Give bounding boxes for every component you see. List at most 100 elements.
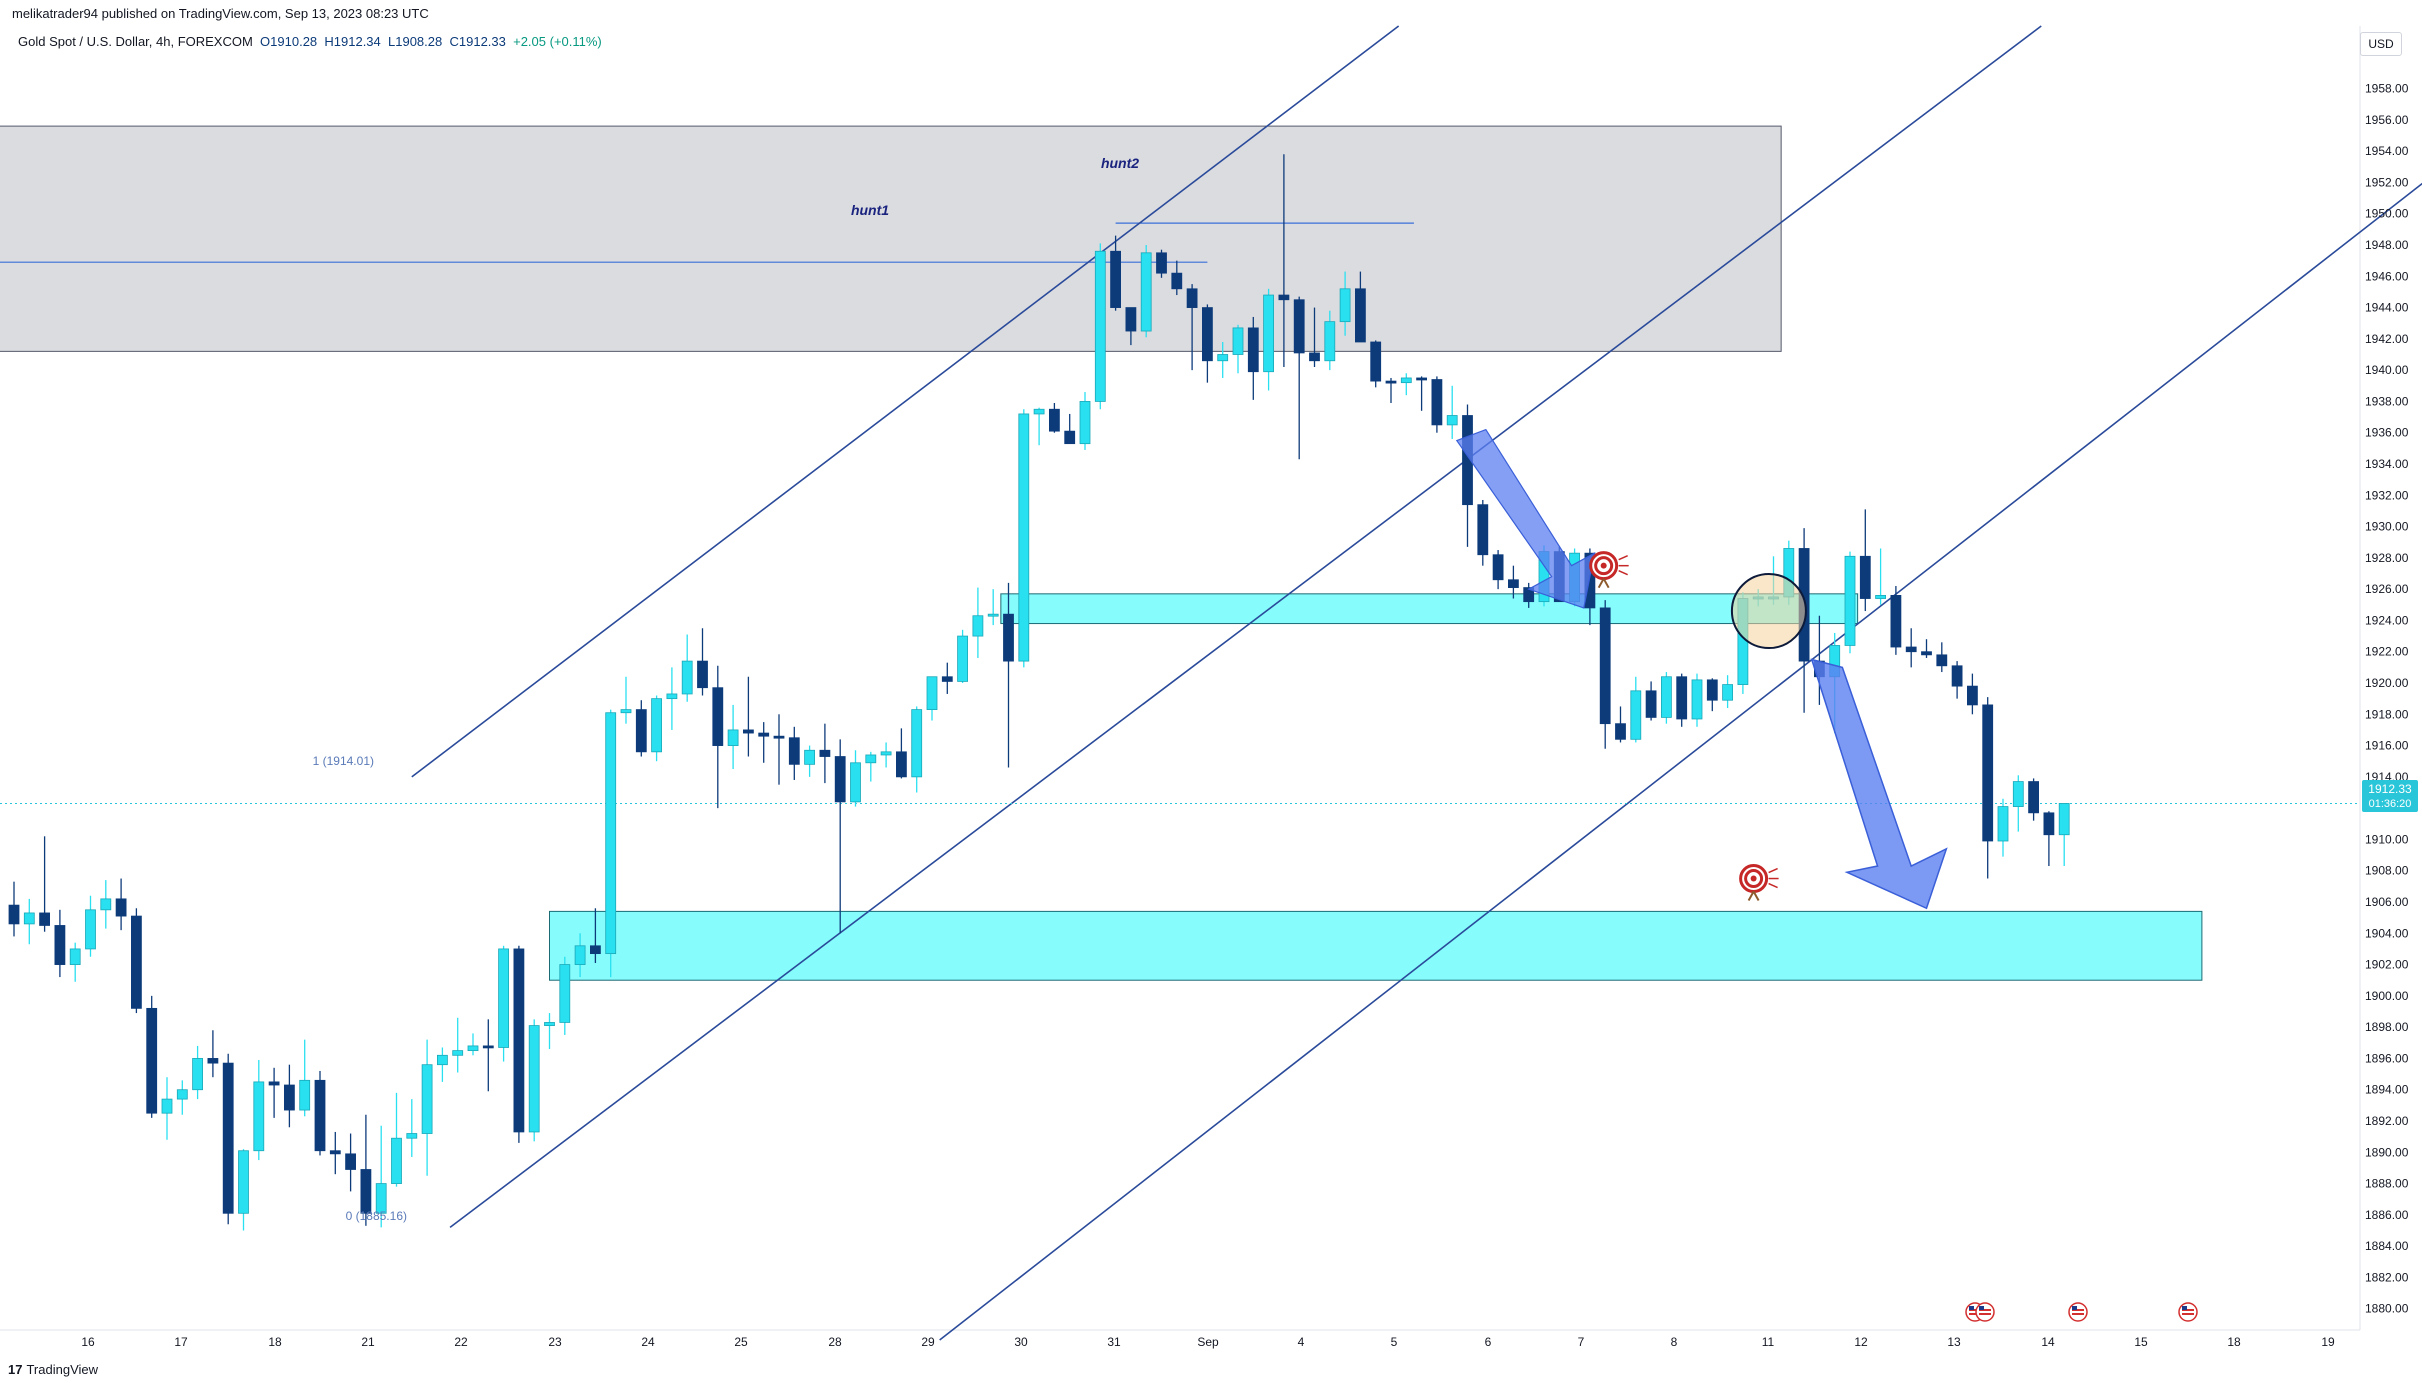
bar-countdown: 01:36:20 <box>2369 798 2412 810</box>
candle-body <box>697 660 708 689</box>
time-tick-label: 17 <box>174 1335 188 1349</box>
candle-body <box>421 1064 433 1134</box>
publish-bar: melikatrader94 published on TradingView.… <box>0 0 2422 26</box>
target-spark <box>1618 554 1628 561</box>
candle-body <box>1615 723 1626 740</box>
us-flag-icon[interactable] <box>1975 1302 1995 1322</box>
candle <box>1921 639 1932 658</box>
price-tick-label: 1894.00 <box>2365 1083 2409 1097</box>
candle-body <box>1859 555 1871 599</box>
candle <box>1706 678 1718 712</box>
hunt1-label: hunt1 <box>851 202 889 218</box>
candle-body <box>115 898 127 917</box>
candle-body <box>620 709 632 714</box>
us-flag-icon[interactable] <box>2178 1302 2198 1322</box>
candle <box>743 676 754 757</box>
candle-body <box>1385 380 1397 384</box>
economic-events[interactable] <box>1965 1302 2198 1322</box>
time-axis[interactable]: 16 17 18 21 22 23 24 25 28 29 30 31 Sep 4 5 6 7 8 11 12 13 14… <box>81 1335 2335 1349</box>
candle <box>574 933 586 978</box>
time-tick-label: 14 <box>2041 1335 2055 1349</box>
candle-body <box>482 1045 494 1049</box>
price-axis[interactable]: 1958.00 1956.00 1954.00 1952.00 1950.00 1948.… <box>2365 82 2409 1316</box>
candle <box>161 1077 173 1140</box>
price-tick-label: 1908.00 <box>2365 864 2409 878</box>
upper-channel <box>411 25 1400 778</box>
candle <box>1355 271 1366 343</box>
candle-body <box>1936 654 1948 667</box>
candle-body <box>2058 803 2070 836</box>
candle-body <box>1844 555 1856 646</box>
candle-body <box>1110 250 1121 308</box>
candle-body <box>8 904 20 925</box>
candle <box>2043 811 2055 867</box>
candle <box>1079 392 1091 450</box>
candle-body <box>1094 250 1106 402</box>
symbol-name[interactable]: Gold Spot / U.S. Dollar, 4h, FOREXCOM <box>18 34 253 49</box>
price-tick-label: 1892.00 <box>2365 1114 2409 1128</box>
candle <box>85 895 96 957</box>
candle-body <box>1232 327 1244 355</box>
candle <box>222 1053 234 1225</box>
candle <box>314 1070 326 1156</box>
target-leg <box>1597 578 1605 589</box>
candle-body <box>1217 354 1229 362</box>
time-tick-label: 28 <box>828 1335 842 1349</box>
candle-body <box>1722 684 1733 701</box>
candle <box>1339 271 1351 336</box>
price-tick-label: 1950.00 <box>2365 207 2409 221</box>
annotations-layer <box>1455 428 1948 910</box>
candle-body <box>666 693 678 700</box>
candle-body <box>513 948 525 1133</box>
candle-body <box>1676 676 1688 720</box>
candle-body <box>391 1137 402 1184</box>
tradingview-logo-mark: 17 <box>8 1362 23 1377</box>
candle <box>2012 775 2024 832</box>
tradingview-logo[interactable]: 17 TradingView <box>8 1362 98 1377</box>
candle-body <box>1049 408 1060 432</box>
target-center <box>1600 562 1607 569</box>
candle <box>1905 628 1917 668</box>
candle-body <box>1523 587 1535 603</box>
candle <box>1064 413 1076 445</box>
candle-body <box>360 1169 372 1214</box>
candle-body <box>1890 595 1902 648</box>
down-arrow-large <box>1810 658 1948 910</box>
candle-body <box>574 945 586 965</box>
candle <box>651 695 662 762</box>
currency-button[interactable]: USD <box>2360 32 2402 56</box>
candle-body <box>804 749 815 765</box>
symbol-legend[interactable]: Gold Spot / U.S. Dollar, 4h, FOREXCOM O1… <box>18 34 602 49</box>
candle-body <box>819 749 831 757</box>
candle <box>1186 284 1198 371</box>
candle-body <box>1706 679 1718 701</box>
publish-info: melikatrader94 published on TradingView.… <box>12 6 429 21</box>
candle-body <box>192 1058 204 1091</box>
candle <box>559 956 571 1035</box>
price-tick-label: 1906.00 <box>2365 895 2409 909</box>
price-tick-label: 1952.00 <box>2365 175 2409 189</box>
candle <box>1890 586 1902 655</box>
time-tick-label: 13 <box>1947 1335 1961 1349</box>
candle <box>1676 673 1688 727</box>
candle <box>1416 376 1427 411</box>
candle <box>1018 409 1030 668</box>
resistance-zone-upper <box>1000 593 1859 625</box>
candle-body <box>1691 679 1703 720</box>
candle-body <box>1125 307 1137 332</box>
fib-bottom-label: 0 (1885.16) <box>346 1209 407 1223</box>
candle <box>1492 550 1504 590</box>
candle-body <box>1982 704 1994 842</box>
candle-body <box>957 635 968 682</box>
us-flag-icon[interactable] <box>2068 1302 2088 1322</box>
candle <box>1431 376 1443 433</box>
candle-body <box>2028 781 2039 814</box>
candle-body <box>329 1150 341 1155</box>
candle-body <box>926 676 938 710</box>
candle <box>452 1017 464 1073</box>
ohlc-low: L1908.28 <box>388 34 443 49</box>
candle <box>100 880 112 929</box>
ohlc-change: +2.05 (+0.11%) <box>513 34 602 49</box>
candle <box>1462 404 1473 547</box>
